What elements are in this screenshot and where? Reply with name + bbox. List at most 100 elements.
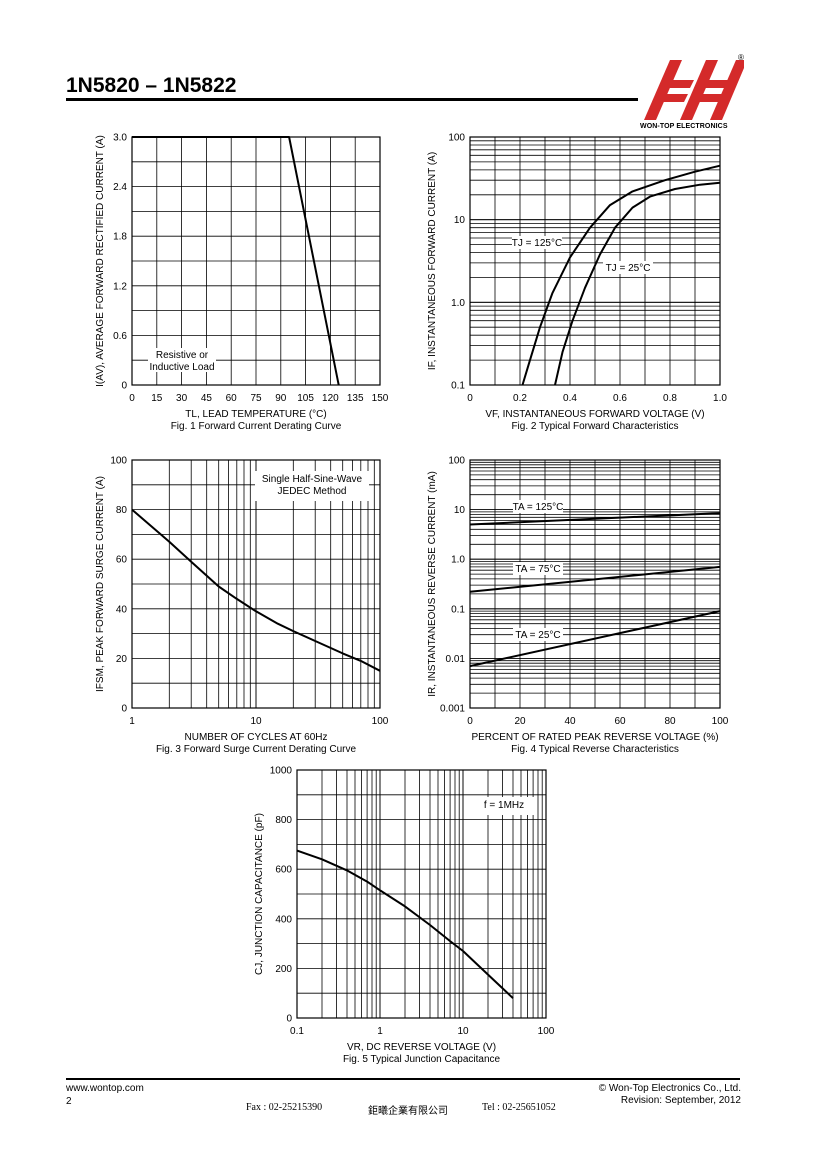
chart-fig-3: 1 10 100 0 20 40 60 80 100 NUMBER OF CYCLES AT 60… — [95, 456, 389, 756]
x-tick-label: 20 — [514, 716, 526, 727]
plot-frame — [469, 459, 721, 709]
x-tick-label: 0.2 — [513, 393, 527, 404]
x-tick-label: 1 — [129, 716, 135, 727]
y-tick-label: 200 — [275, 964, 292, 975]
x-tick-label: 0.1 — [290, 1026, 304, 1037]
x-tick-label: 10 — [250, 716, 262, 727]
x-tick-label: 105 — [297, 393, 314, 404]
registered-mark: ® — [738, 53, 744, 62]
series-line — [469, 512, 721, 526]
y-tick-label: 0 — [121, 381, 127, 392]
series-label: TJ = 25°C — [606, 263, 651, 274]
plot-frame — [469, 136, 721, 386]
x-tick-label: 0.8 — [663, 393, 677, 404]
series-line — [296, 849, 514, 999]
y-tick-label: 600 — [275, 865, 292, 876]
footer-fax: Fax : 02-25215390 — [246, 1102, 323, 1113]
chart-annotation: f = 1MHz — [484, 800, 524, 811]
y-tick-label: 2.4 — [113, 182, 127, 193]
y-tick-label: 100 — [110, 456, 127, 467]
y-tick-label: 0.001 — [440, 704, 465, 715]
y-tick-label: 100 — [448, 456, 465, 467]
y-tick-label: 0.1 — [451, 604, 465, 615]
y-tick-label: 0 — [121, 704, 127, 715]
x-tick-label: 10 — [457, 1026, 469, 1037]
annotation-bg — [148, 360, 216, 372]
y-tick-label: 1000 — [270, 766, 293, 777]
x-axis-label: VR, DC REVERSE VOLTAGE (V) — [347, 1042, 496, 1053]
series-line — [469, 565, 721, 593]
y-tick-label: 0 — [286, 1014, 292, 1025]
series-line — [469, 610, 721, 668]
figure-caption: Fig. 1 Forward Current Derating Curve — [171, 421, 342, 432]
grid — [296, 769, 547, 1019]
annotation-bg — [148, 348, 216, 360]
grid — [131, 136, 381, 386]
series-line — [132, 136, 340, 386]
figure-caption: Fig. 3 Forward Surge Current Derating Cu… — [156, 744, 357, 755]
footer-company-cn: 鉅曦企業有限公司 — [368, 1106, 448, 1117]
y-axis-label: I(AV), AVERAGE FORWARD RECTIFIED CURRENT… — [95, 135, 106, 387]
x-tick-label: 60 — [614, 716, 626, 727]
y-axis-label: IR, INSTANTANEOUS REVERSE CURRENT (mA) — [427, 471, 438, 697]
series-label: TA = 25°C — [515, 630, 560, 641]
x-tick-label: 100 — [712, 716, 729, 727]
x-tick-label: 15 — [151, 393, 163, 404]
x-tick-label: 0 — [467, 393, 473, 404]
x-tick-label: 150 — [372, 393, 389, 404]
x-tick-label: 0 — [129, 393, 135, 404]
x-tick-label: 75 — [250, 393, 262, 404]
chart-annotation: JEDEC Method — [278, 486, 347, 497]
x-tick-label: 1.0 — [713, 393, 727, 404]
x-tick-label: 100 — [538, 1026, 555, 1037]
y-tick-label: 20 — [116, 654, 128, 665]
y-tick-label: 3.0 — [113, 133, 127, 144]
x-tick-label: 60 — [226, 393, 238, 404]
y-tick-label: 0.1 — [451, 381, 465, 392]
y-tick-label: 400 — [275, 914, 292, 925]
x-tick-label: 135 — [347, 393, 364, 404]
page-title: 1N5820 – 1N5822 — [66, 74, 237, 97]
chart-fig-2: 0 0.2 0.4 0.6 0.8 1.0 0.1 1.0 10 100 VF, INSTANTAN… — [427, 133, 727, 433]
x-axis-label: NUMBER OF CYCLES AT 60Hz — [185, 732, 328, 743]
y-tick-label: 1.8 — [113, 232, 127, 243]
footer-page-number: 2 — [66, 1096, 72, 1107]
x-tick-label: 1 — [377, 1026, 383, 1037]
annotation-bg — [255, 471, 369, 501]
figure-caption: Fig. 4 Typical Reverse Characteristics — [511, 744, 679, 755]
x-axis-label: PERCENT OF RATED PEAK REVERSE VOLTAGE (%… — [471, 732, 718, 743]
series-label-bg — [603, 261, 653, 274]
x-tick-label: 0.4 — [563, 393, 577, 404]
y-tick-label: 1.2 — [113, 281, 127, 292]
y-tick-label: 80 — [116, 505, 128, 516]
y-tick-label: 800 — [275, 815, 292, 826]
y-tick-label: 40 — [116, 604, 128, 615]
footer-rule — [66, 1078, 740, 1080]
annotation-bg — [473, 797, 535, 815]
series-label-bg — [512, 236, 562, 249]
figure-caption: Fig. 5 Typical Junction Capacitance — [343, 1054, 501, 1065]
chart-annotation: Single Half-Sine-Wave — [262, 474, 363, 485]
x-tick-label: 0.6 — [613, 393, 627, 404]
y-tick-label: 1.0 — [451, 298, 465, 309]
series-label-bg — [513, 628, 563, 641]
chart-fig-1: 0 15 30 45 60 75 90 105 120 135 150 0 0.6 1.2 1.8 2.4 3.… — [95, 133, 389, 433]
series-label: TJ = 125°C — [512, 238, 562, 249]
x-tick-label: 40 — [564, 716, 576, 727]
y-axis-label: IF, INSTANTANEOUS FORWARD CURRENT (A) — [427, 152, 438, 370]
x-tick-label: 100 — [372, 716, 389, 727]
y-axis-label: CJ, JUNCTION CAPACITANCE (pF) — [254, 813, 265, 975]
x-tick-label: 90 — [275, 393, 287, 404]
x-tick-label: 120 — [322, 393, 339, 404]
series-label: TA = 125°C — [513, 502, 564, 513]
figure-caption: Fig. 2 Typical Forward Characteristics — [511, 421, 678, 432]
y-tick-label: 0.6 — [113, 331, 127, 342]
x-tick-label: 80 — [664, 716, 676, 727]
series-line — [131, 508, 381, 672]
footer-copyright: © Won-Top Electronics Co., Ltd. — [598, 1083, 741, 1094]
series-label: TA = 75°C — [515, 564, 560, 575]
y-tick-label: 10 — [454, 505, 466, 516]
y-tick-label: 100 — [448, 133, 465, 144]
